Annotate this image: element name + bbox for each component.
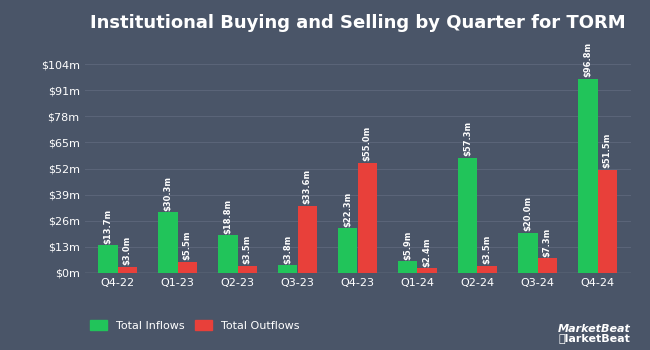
Text: $13.7m: $13.7m bbox=[103, 209, 112, 244]
Bar bbox=[159, 212, 177, 273]
Text: $96.8m: $96.8m bbox=[584, 42, 592, 77]
Legend: Total Inflows, Total Outflows: Total Inflows, Total Outflows bbox=[90, 320, 300, 331]
Bar bbox=[358, 162, 377, 273]
Text: $20.0m: $20.0m bbox=[523, 196, 532, 231]
Bar bbox=[218, 235, 237, 273]
Text: $3.5m: $3.5m bbox=[242, 235, 252, 264]
Text: $2.4m: $2.4m bbox=[422, 237, 432, 267]
Bar bbox=[118, 267, 136, 273]
Bar bbox=[98, 245, 118, 273]
Text: $3.5m: $3.5m bbox=[482, 235, 491, 264]
Bar bbox=[338, 228, 358, 273]
Bar bbox=[278, 265, 298, 273]
Text: $33.6m: $33.6m bbox=[303, 169, 311, 204]
Bar bbox=[478, 266, 497, 273]
Bar bbox=[597, 169, 617, 273]
Bar bbox=[458, 158, 478, 273]
Bar bbox=[398, 261, 417, 273]
Bar bbox=[578, 78, 597, 273]
Bar bbox=[417, 268, 437, 273]
Title: Institutional Buying and Selling by Quarter for TORM: Institutional Buying and Selling by Quar… bbox=[90, 14, 625, 32]
Bar bbox=[538, 258, 556, 273]
Bar bbox=[237, 266, 257, 273]
Text: $3.8m: $3.8m bbox=[283, 234, 292, 264]
Text: ⺯larketBeat: ⺯larketBeat bbox=[558, 333, 630, 343]
Text: $5.9m: $5.9m bbox=[404, 230, 412, 260]
Text: $30.3m: $30.3m bbox=[163, 176, 172, 211]
Text: $18.8m: $18.8m bbox=[224, 198, 233, 234]
Text: MarketBeat: MarketBeat bbox=[558, 324, 630, 334]
Text: $7.3m: $7.3m bbox=[543, 228, 552, 257]
Bar bbox=[518, 233, 538, 273]
Text: $5.5m: $5.5m bbox=[183, 231, 192, 260]
Text: $55.0m: $55.0m bbox=[363, 126, 372, 161]
Text: $3.0m: $3.0m bbox=[123, 236, 131, 265]
Bar bbox=[298, 205, 317, 273]
Text: $51.5m: $51.5m bbox=[603, 133, 612, 168]
Text: $22.3m: $22.3m bbox=[343, 191, 352, 226]
Text: $57.3m: $57.3m bbox=[463, 121, 473, 156]
Bar bbox=[177, 262, 197, 273]
